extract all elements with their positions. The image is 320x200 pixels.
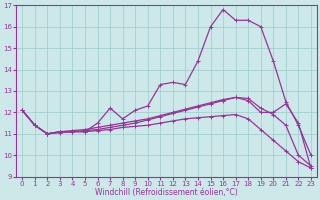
X-axis label: Windchill (Refroidissement éolien,°C): Windchill (Refroidissement éolien,°C) <box>95 188 238 197</box>
